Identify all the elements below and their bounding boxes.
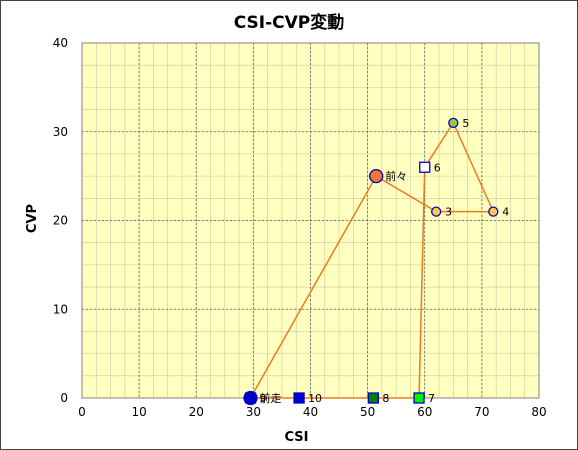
y-tick-label: 10 [53,302,68,316]
data-point-label: 前走 [260,391,282,405]
data-points [243,117,499,406]
x-tick-label: 70 [474,405,489,419]
x-axis-ticks: 0 10 20 30 40 50 60 70 80 [78,405,546,419]
data-point-circle [369,168,384,184]
chart-title: CSI-CVP変動 [233,13,345,33]
x-tick-label: 20 [189,405,204,419]
x-tick-label: 10 [131,405,146,419]
data-point-circle [431,206,442,217]
data-point-label: 10 [308,392,322,405]
data-point-label: 8 [382,392,389,405]
x-tick-label: 50 [360,405,375,419]
data-point-circle [488,206,499,217]
y-tick-label: 30 [53,125,68,139]
data-point-label: 4 [502,206,509,219]
data-point-label: 前々 [385,169,407,183]
x-tick-label: 30 [246,405,261,419]
data-point-label: 7 [428,392,435,405]
y-axis-ticks: 0 10 20 30 40 [53,36,68,405]
data-point-circle [448,117,459,129]
y-tick-label: 20 [53,214,68,228]
y-tick-label: 40 [53,36,68,50]
point-labels: 前走 前々 3 4 5 6 7 8 9 10 [260,117,510,405]
data-point-square [367,392,379,404]
data-point-square [413,392,425,404]
x-tick-label: 40 [303,405,318,419]
data-point-square [293,392,305,404]
x-tick-label: 80 [531,405,546,419]
data-point-label: 9 [260,392,267,405]
x-tick-label: 0 [78,405,86,419]
data-point-square [244,392,257,404]
series-line [249,121,495,399]
data-point-label: 3 [445,206,452,219]
x-axis-label: CSI [285,430,309,445]
y-axis-label: CVP [25,204,40,233]
data-point-label: 6 [434,161,441,174]
y-tick-label: 0 [60,391,68,405]
data-point-square [419,161,431,173]
x-tick-label: 60 [417,405,432,419]
data-point-label: 5 [462,117,469,130]
